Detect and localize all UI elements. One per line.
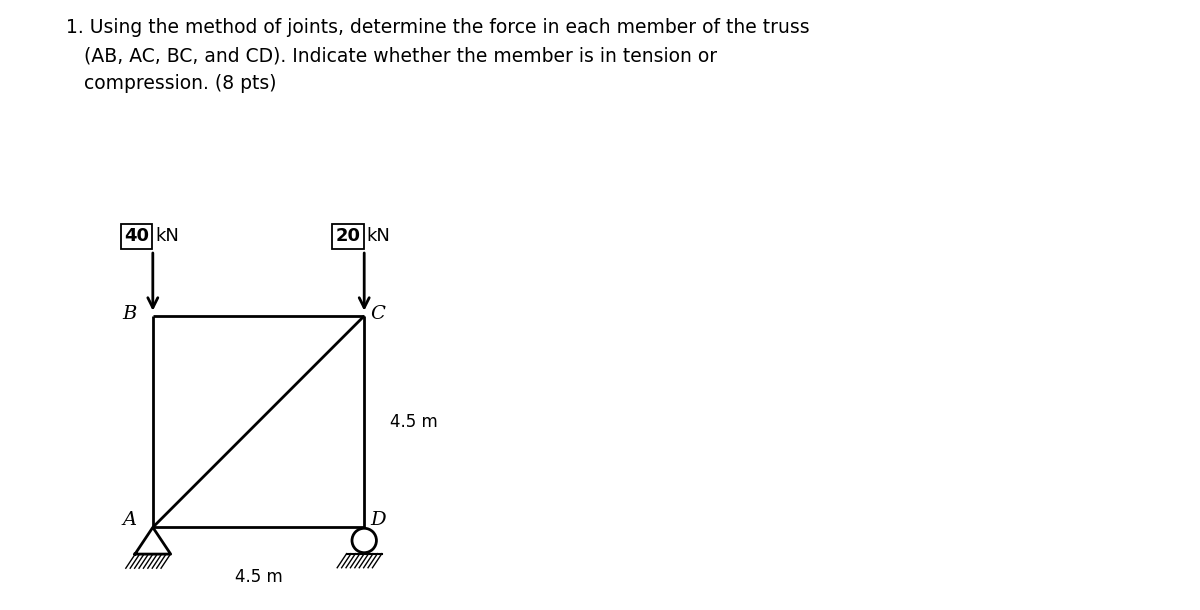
Text: D: D xyxy=(370,511,385,529)
Text: A: A xyxy=(122,511,137,529)
Text: 1. Using the method of joints, determine the force in each member of the truss
 : 1. Using the method of joints, determine… xyxy=(66,18,810,93)
Text: 40: 40 xyxy=(124,228,149,245)
Text: B: B xyxy=(122,304,137,323)
Text: 4.5 m: 4.5 m xyxy=(390,412,438,431)
Text: 20: 20 xyxy=(336,228,360,245)
Text: kN: kN xyxy=(155,228,179,245)
Text: 4.5 m: 4.5 m xyxy=(235,568,282,586)
Text: kN: kN xyxy=(366,228,390,245)
Polygon shape xyxy=(134,527,170,554)
Text: C: C xyxy=(370,304,385,323)
